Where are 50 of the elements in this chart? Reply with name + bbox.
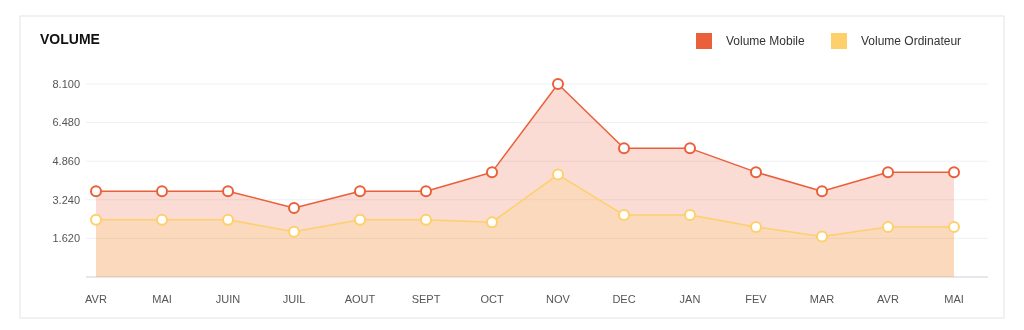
x-tick-label: DEC — [612, 293, 636, 305]
legend-label: Volume Mobile — [726, 34, 806, 48]
point — [288, 201, 300, 214]
x-tick-label: SEPT — [411, 293, 441, 305]
point — [552, 78, 564, 90]
point — [486, 216, 498, 229]
y-tick-label: 3.240 — [52, 193, 80, 206]
y-tick-label: 4.860 — [52, 155, 80, 168]
point — [816, 185, 828, 198]
point — [288, 225, 300, 238]
y-tick-label: 6.480 — [52, 116, 80, 129]
x-tick-label: FEV — [745, 293, 768, 305]
point — [552, 168, 564, 181]
point — [618, 142, 630, 155]
x-tick-label: AVR — [85, 293, 107, 305]
x-tick-label: AVR — [877, 293, 899, 305]
x-tick-label: AOUT — [344, 293, 376, 305]
point — [684, 142, 696, 155]
point — [948, 220, 960, 233]
x-tick-label: JUIN — [215, 293, 241, 305]
point — [882, 166, 894, 179]
x-tick-label: MAI — [152, 293, 172, 305]
x-tick-label: JUIL — [282, 293, 306, 305]
x-tick-label: NOV — [546, 293, 571, 305]
point — [750, 166, 762, 179]
point — [354, 185, 366, 198]
chart-title: VOLUME — [40, 31, 100, 47]
point — [882, 220, 894, 233]
point — [684, 209, 696, 222]
legend-label: Volume Ordinateur — [861, 34, 962, 48]
x-tick-label: MAI — [944, 293, 964, 305]
point — [90, 185, 102, 198]
point — [420, 185, 432, 198]
point — [222, 185, 234, 198]
y-tick-label: 1.620 — [52, 232, 80, 245]
point — [486, 166, 498, 179]
point — [618, 209, 630, 222]
point — [750, 220, 762, 233]
point — [156, 213, 168, 226]
y-tick-label: 8.100 — [52, 77, 80, 90]
point — [222, 213, 234, 226]
point — [816, 230, 828, 243]
point — [90, 213, 102, 226]
x-tick-label: OCT — [480, 293, 504, 305]
x-tick-label: MAR — [809, 293, 835, 305]
point — [420, 213, 432, 226]
point — [948, 166, 960, 179]
point — [156, 185, 168, 198]
x-tick-label: JAN — [679, 293, 701, 305]
point — [354, 213, 366, 226]
